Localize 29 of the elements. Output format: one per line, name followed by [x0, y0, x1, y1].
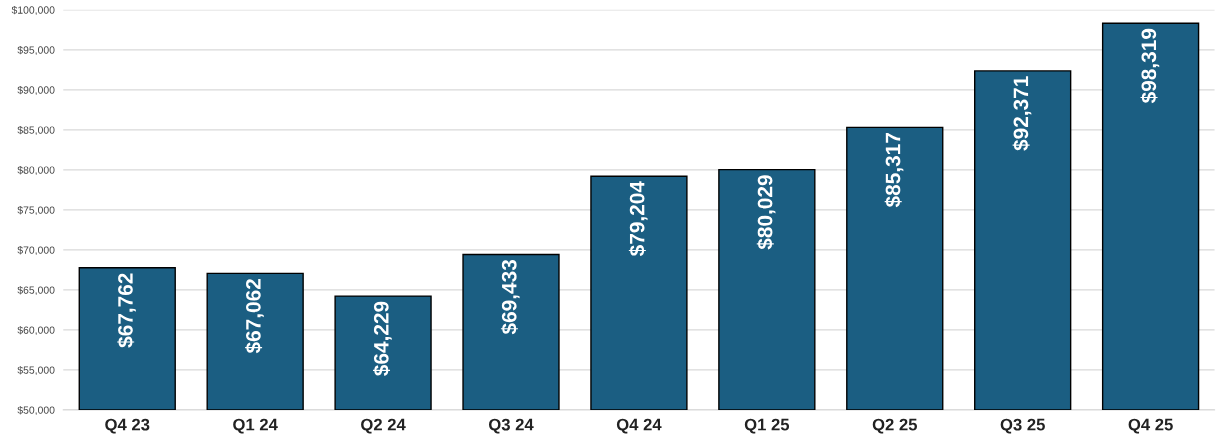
x-tick-label: Q1 24	[233, 418, 278, 434]
y-tick-label: $55,000	[17, 365, 55, 376]
data-label: $67,062	[245, 279, 264, 354]
x-tick-label: Q3 25	[1000, 418, 1045, 434]
data-label: $64,229	[373, 301, 392, 376]
x-tick-label: Q2 24	[361, 418, 406, 434]
x-tick-label: Q1 25	[744, 418, 790, 434]
y-tick-label: $80,000	[17, 165, 55, 175]
data-label: $98,319	[1140, 28, 1160, 104]
data-label: $80,029	[756, 175, 776, 250]
y-tick-label: $65,000	[17, 285, 55, 296]
x-tick-label: Q4 23	[105, 418, 150, 434]
data-label: $79,204	[628, 181, 648, 257]
x-tick-label: Q4 24	[616, 418, 662, 434]
data-label: $92,371	[1012, 76, 1032, 151]
data-label: $85,317	[884, 133, 904, 208]
y-tick-label: $95,000	[17, 45, 55, 55]
y-tick-label: $100,000	[11, 5, 55, 15]
x-tick-label: Q4 25	[1128, 418, 1173, 434]
x-tick-label: Q3 24	[488, 418, 534, 434]
data-label: $69,433	[500, 259, 520, 335]
y-tick-label: $60,000	[17, 325, 55, 336]
x-tick-label: Q2 25	[872, 418, 917, 434]
y-tick-label: $85,000	[17, 125, 55, 135]
y-tick-label: $70,000	[17, 245, 55, 255]
data-label: $67,762	[117, 273, 136, 348]
y-tick-label: $90,000	[17, 85, 55, 95]
y-tick-label: $75,000	[17, 205, 55, 215]
y-tick-label: $50,000	[17, 405, 55, 416]
